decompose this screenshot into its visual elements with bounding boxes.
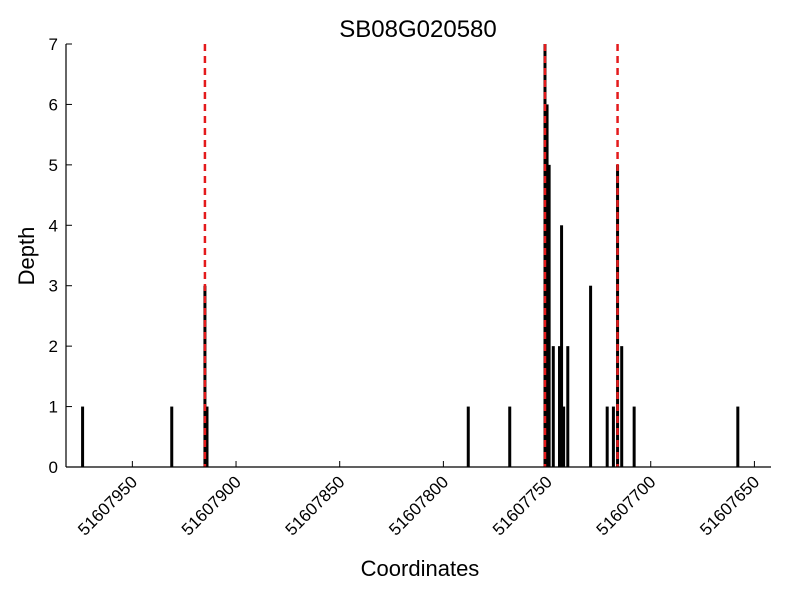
x-tick-label-2: 51607850 — [282, 472, 349, 539]
bar-4 — [466, 406, 470, 467]
axes-layer — [65, 44, 771, 468]
bar-15 — [605, 406, 609, 467]
bar-5 — [508, 406, 512, 467]
bar-14 — [589, 285, 593, 467]
bar-16 — [611, 406, 615, 467]
x-tick-label-0: 51607950 — [74, 472, 141, 539]
bar-12 — [562, 406, 566, 467]
bar-19 — [632, 406, 636, 467]
bar-18 — [620, 346, 624, 467]
bar-11 — [560, 225, 564, 467]
bar-7 — [545, 104, 549, 468]
x-tick-label-6: 51607650 — [696, 472, 763, 539]
x-ticks-layer: 51607950 51607900 51607850 51607800 51607750… — [74, 461, 763, 539]
x-axis-label: Coordinates — [361, 556, 480, 581]
bar-3 — [205, 406, 209, 467]
reference-lines-layer — [203, 44, 619, 467]
y-tick-label-3: 3 — [49, 277, 58, 296]
bar-2 — [203, 285, 207, 467]
bar-0 — [81, 406, 85, 467]
x-tick-label-5: 51607700 — [593, 472, 660, 539]
y-tick-label-7: 7 — [49, 35, 58, 54]
x-tick-label-1: 51607900 — [178, 472, 245, 539]
chart-title: SB08G020580 — [339, 16, 496, 43]
x-tick-label-3: 51607800 — [385, 472, 452, 539]
bars-layer — [81, 44, 740, 468]
bar-17 — [616, 164, 620, 468]
y-tick-label-2: 2 — [49, 337, 58, 356]
y-axis-label: Depth — [14, 227, 39, 286]
bar-8 — [547, 164, 551, 468]
y-tick-label-6: 6 — [49, 95, 58, 114]
bar-9 — [551, 346, 555, 467]
y-tick-label-5: 5 — [49, 156, 58, 175]
bar-1 — [170, 406, 174, 467]
bar-13 — [566, 346, 570, 467]
bar-10 — [558, 346, 561, 467]
y-tick-label-4: 4 — [49, 216, 58, 235]
y-ticks-layer: 0 1 2 3 4 5 6 7 — [49, 35, 72, 477]
y-tick-label-0: 0 — [49, 458, 58, 477]
bar-20 — [736, 406, 740, 467]
x-tick-label-4: 51607750 — [489, 472, 556, 539]
bar-6 — [543, 44, 547, 467]
y-tick-label-1: 1 — [49, 398, 58, 417]
